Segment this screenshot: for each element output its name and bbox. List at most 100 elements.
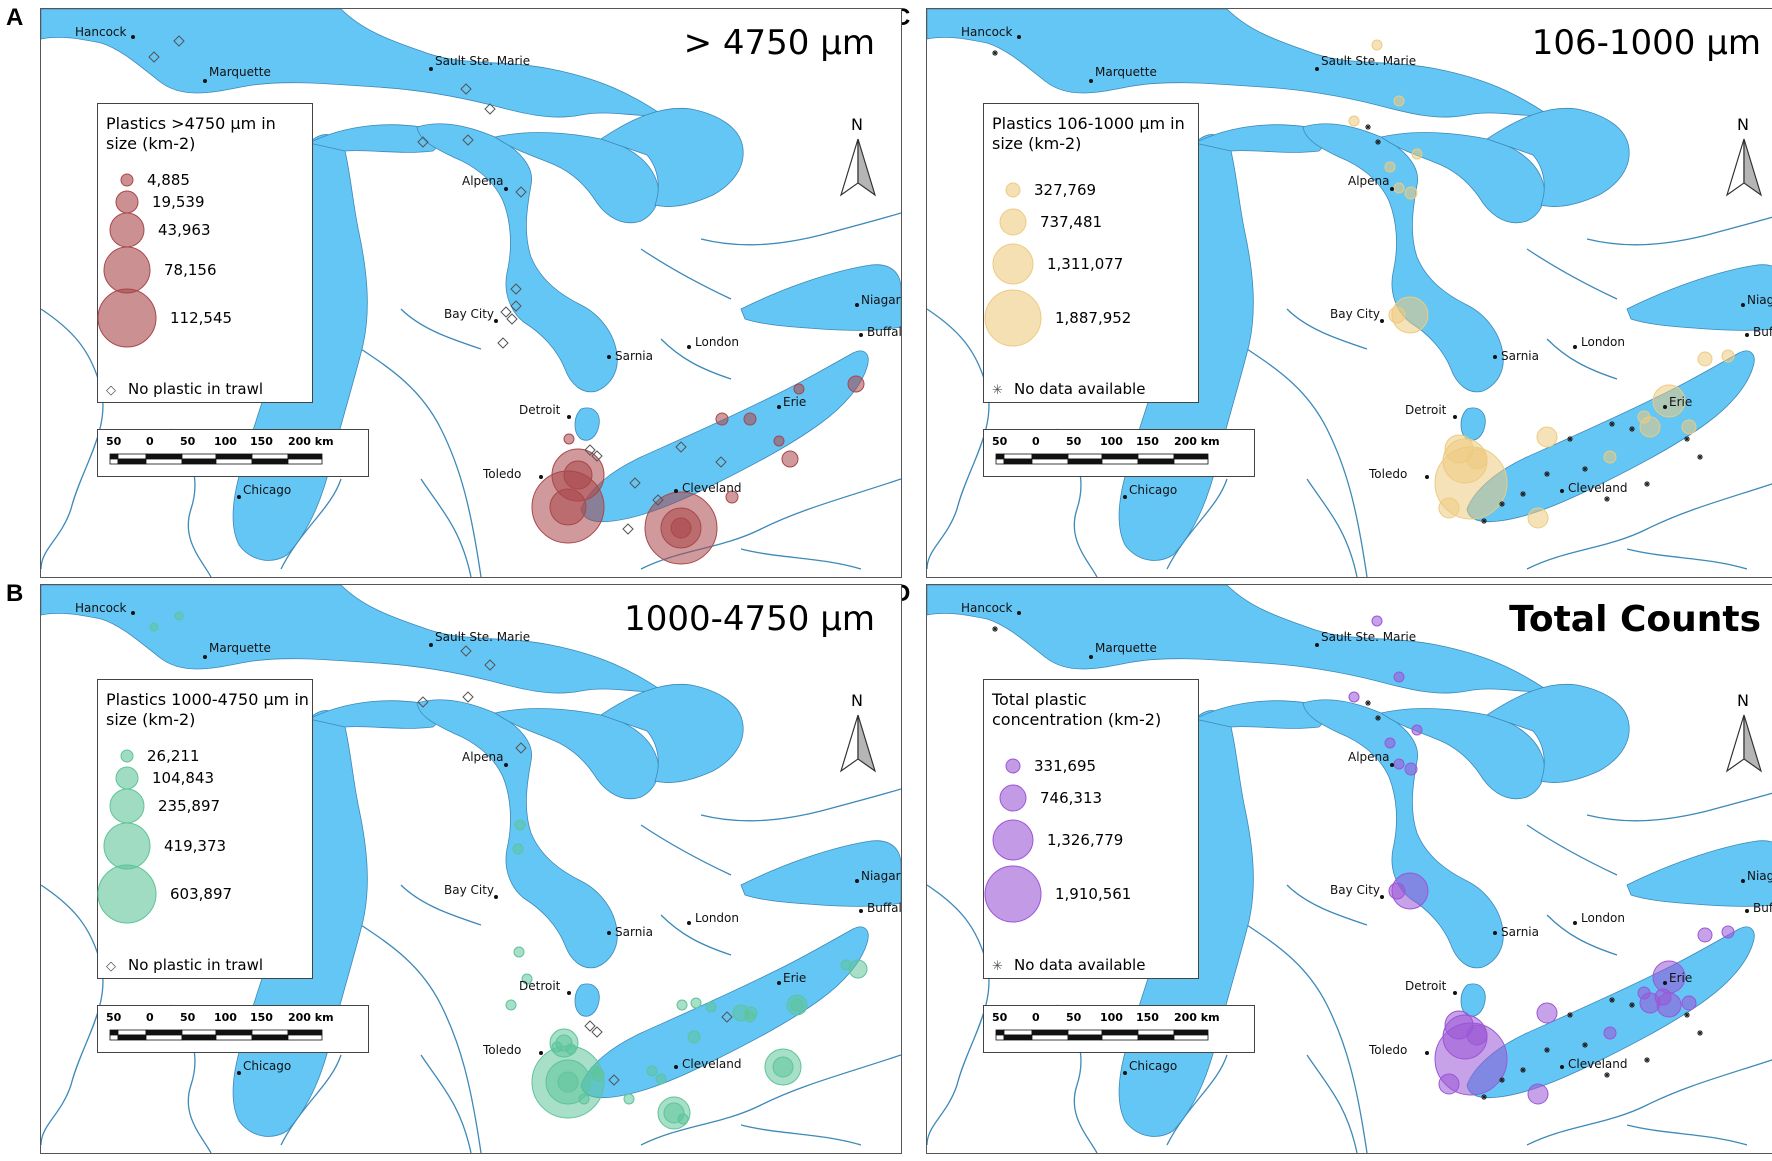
legend-value: 419,373 bbox=[164, 837, 227, 855]
site-marker bbox=[840, 959, 852, 971]
site-marker bbox=[1438, 497, 1460, 519]
scale-label: 50 bbox=[106, 1011, 122, 1024]
site-marker bbox=[513, 946, 525, 958]
site-marker bbox=[670, 517, 692, 539]
city-label-toledo: Toledo bbox=[1369, 467, 1408, 481]
site-marker bbox=[1388, 306, 1406, 324]
legend-entry: 4,885 bbox=[98, 104, 312, 189]
city-label-chicago: Chicago bbox=[1129, 1059, 1178, 1073]
city-label-cleveland: Cleveland bbox=[1568, 481, 1628, 495]
site-marker bbox=[174, 611, 184, 621]
lake-shape bbox=[494, 132, 659, 224]
site-marker bbox=[1603, 450, 1617, 464]
site-marker bbox=[549, 488, 587, 526]
no-data-asterisk bbox=[1567, 436, 1573, 442]
no-plastic-diamond bbox=[417, 696, 429, 708]
site-marker bbox=[1697, 927, 1713, 943]
city-dot-marquette bbox=[1089, 655, 1093, 659]
no-plastic-diamond bbox=[629, 477, 641, 489]
site-marker bbox=[1527, 507, 1549, 529]
legend-entry: 1,311,077 bbox=[984, 104, 1198, 285]
map-canvas bbox=[41, 585, 901, 1153]
no-data-asterisk bbox=[1481, 1094, 1487, 1100]
legend-no-data: ◇ No plastic in trawl bbox=[106, 956, 263, 974]
no-data-asterisk bbox=[992, 50, 998, 56]
city-dot-cleveland bbox=[1560, 1065, 1564, 1069]
site-marker bbox=[1393, 758, 1405, 770]
city-dot-sarnia bbox=[1493, 355, 1497, 359]
no-plastic-diamond bbox=[510, 300, 522, 312]
legend-circle bbox=[992, 819, 1034, 861]
lake-shape bbox=[1460, 407, 1486, 441]
legend-value: 1,311,077 bbox=[1047, 255, 1124, 273]
city-dot-toledo bbox=[539, 1051, 543, 1055]
scale-label: 50 bbox=[1066, 1011, 1082, 1024]
city-dot-detroit bbox=[567, 415, 571, 419]
city-label-hancock: Hancock bbox=[961, 25, 1013, 39]
no-data-asterisk bbox=[1544, 471, 1550, 477]
lake-shape bbox=[927, 9, 1548, 118]
legend-value: 112,545 bbox=[170, 309, 233, 327]
legend-circle bbox=[984, 289, 1042, 347]
asterisk-icon: ✳ bbox=[992, 383, 1003, 398]
legend-no-data: ◇ No plastic in trawl bbox=[106, 380, 263, 398]
site-marker bbox=[1536, 1002, 1558, 1024]
lake-shape bbox=[574, 407, 600, 441]
legend-value: 746,313 bbox=[1040, 789, 1103, 807]
city-dot-london bbox=[687, 921, 691, 925]
city-dot-chicago bbox=[1123, 495, 1127, 499]
legend-entry: 26,211 bbox=[98, 680, 312, 765]
city-label-cleveland: Cleveland bbox=[682, 481, 742, 495]
city-dot-alpena bbox=[1390, 763, 1394, 767]
scale-label: 150 bbox=[1136, 435, 1159, 448]
no-plastic-diamond bbox=[622, 523, 634, 535]
map-canvas bbox=[41, 9, 901, 577]
no-plastic-diamond bbox=[497, 337, 509, 349]
site-marker bbox=[655, 1073, 667, 1085]
site-marker bbox=[1348, 691, 1360, 703]
diamond-icon: ◇ bbox=[106, 959, 116, 974]
legend-entry: 1,887,952 bbox=[984, 104, 1198, 347]
north-arrow-icon bbox=[839, 138, 877, 197]
site-marker bbox=[1721, 349, 1735, 363]
no-data-asterisk bbox=[1567, 1012, 1573, 1018]
panel-title: > 4750 μm bbox=[683, 23, 875, 63]
legend-value: 1,910,561 bbox=[1055, 885, 1132, 903]
city-label-toledo: Toledo bbox=[483, 1043, 522, 1057]
lake-shape bbox=[416, 123, 618, 393]
site-marker bbox=[677, 1113, 689, 1125]
city-label-sault: Sault Ste. Marie bbox=[435, 630, 531, 644]
city-dot-buffalo bbox=[1745, 909, 1749, 913]
site-marker bbox=[1527, 1083, 1549, 1105]
city-dot-marquette bbox=[203, 655, 207, 659]
no-plastic-diamond bbox=[591, 1026, 603, 1038]
site-marker bbox=[690, 997, 702, 1009]
site-marker bbox=[563, 433, 575, 445]
legend-entry: 1,910,561 bbox=[984, 680, 1198, 923]
no-data-asterisk bbox=[1544, 1047, 1550, 1053]
no-plastic-diamond bbox=[608, 1074, 620, 1086]
lake-shape bbox=[1626, 840, 1772, 907]
no-data-asterisk bbox=[1365, 700, 1371, 706]
scale-label: 200 km bbox=[1174, 435, 1220, 448]
no-plastic-diamond bbox=[484, 103, 496, 115]
city-dot-sarnia bbox=[1493, 931, 1497, 935]
scale-label: 50 bbox=[1066, 435, 1082, 448]
no-plastic-diamond bbox=[652, 494, 664, 506]
city-label-alpena: Alpena bbox=[1348, 750, 1390, 764]
no-data-asterisk bbox=[1644, 1057, 1650, 1063]
scale-label: 200 km bbox=[288, 435, 334, 448]
lake-shape bbox=[1626, 264, 1772, 331]
scale-bar-graphic bbox=[109, 453, 323, 465]
city-label-hancock: Hancock bbox=[75, 25, 127, 39]
map-panel-d: Hancock Marquette Sault Ste. Marie Alpena Ba… bbox=[926, 584, 1772, 1154]
scale-bar: 50 0 50 100 150 200 km bbox=[97, 429, 369, 477]
panel-title: 1000-4750 μm bbox=[624, 599, 875, 639]
scale-label: 200 km bbox=[288, 1011, 334, 1024]
north-arrow: N bbox=[833, 115, 883, 201]
no-data-asterisk bbox=[1609, 421, 1615, 427]
city-label-baycity: Bay City bbox=[1330, 307, 1381, 321]
legend-value: 4,885 bbox=[147, 171, 190, 189]
no-data-asterisk bbox=[1604, 1072, 1610, 1078]
city-label-london: London bbox=[695, 335, 739, 349]
